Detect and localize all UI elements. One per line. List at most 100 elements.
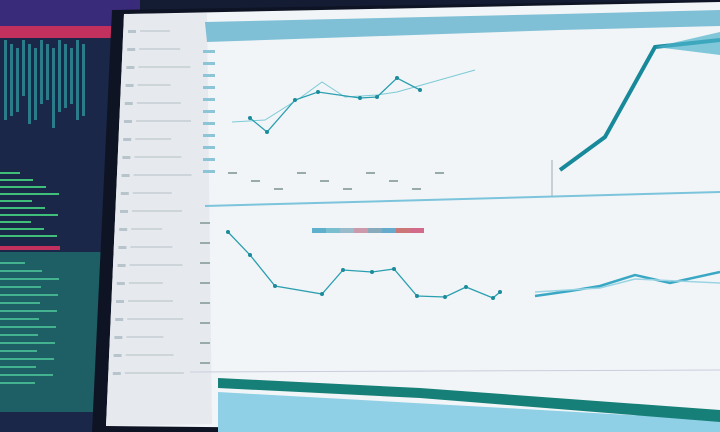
background-bar — [70, 48, 73, 104]
data-point — [395, 76, 399, 80]
sidebar-item-label — [129, 264, 183, 266]
sidebar-item-label — [125, 354, 174, 356]
background-line — [0, 358, 54, 360]
background-bar — [16, 48, 19, 112]
background-bar — [64, 44, 67, 108]
y-axis-tick-label — [203, 50, 215, 53]
sidebar-item-icon — [124, 102, 133, 105]
sidebar — [106, 13, 212, 426]
background-line — [0, 235, 57, 237]
background-line — [0, 262, 25, 264]
sidebar-item-icon — [126, 66, 135, 69]
sidebar-item-label — [136, 120, 191, 122]
sidebar-item-icon — [121, 174, 130, 177]
background-line — [0, 294, 58, 296]
x-axis-tick-label — [435, 172, 444, 174]
axis-labels — [200, 50, 444, 364]
sidebar-item-icon — [113, 354, 122, 357]
chart-divider — [204, 191, 720, 207]
background-line — [0, 382, 35, 384]
y-axis-tick-label — [203, 98, 215, 101]
y-axis-tick-label — [203, 158, 215, 161]
y-axis-tick-label — [203, 110, 215, 113]
data-point — [418, 88, 422, 92]
upper-chart-points — [248, 76, 422, 134]
y-axis-tick-label — [200, 242, 210, 244]
lower-chart-line — [227, 231, 501, 299]
x-axis-tick-label — [297, 172, 306, 174]
header-band — [205, 10, 720, 42]
y-axis-tick-label — [203, 122, 215, 125]
data-point — [248, 116, 252, 120]
data-point — [265, 130, 269, 134]
sidebar-item-icon — [117, 264, 126, 267]
background-line — [0, 278, 59, 280]
data-point — [358, 96, 362, 100]
data-point — [293, 98, 297, 102]
sidebar-item-icon — [112, 372, 121, 375]
sidebar-item-label — [131, 228, 163, 230]
sidebar-item-icon — [115, 318, 124, 321]
legend-swatch — [368, 228, 382, 233]
data-point — [273, 284, 277, 288]
sidebar-item-icon — [128, 30, 136, 33]
x-axis-tick-label — [389, 180, 398, 182]
x-axis-tick-label — [412, 188, 421, 190]
sidebar-item-label — [128, 282, 163, 284]
data-point — [415, 294, 419, 298]
data-point — [248, 253, 252, 257]
background-line — [0, 374, 53, 376]
y-axis-tick-label — [203, 74, 215, 77]
laptop-screen — [106, 2, 720, 432]
data-point — [491, 296, 495, 300]
x-axis-tick-label — [343, 188, 352, 190]
sidebar-item-label — [132, 192, 172, 194]
sidebar-item-icon — [116, 282, 125, 285]
y-axis-tick-label — [200, 362, 210, 364]
x-axis-tick-label — [320, 180, 329, 182]
background-bar — [4, 40, 7, 120]
data-point — [320, 292, 324, 296]
background-text-lines — [0, 172, 59, 237]
y-axis-tick-label — [203, 86, 215, 89]
y-axis-tick-label — [203, 146, 215, 149]
background-bar — [10, 44, 13, 116]
background-line — [0, 318, 39, 320]
legend-swatch — [340, 228, 354, 233]
sidebar-item-icon — [125, 84, 134, 87]
legend-swatches — [312, 228, 424, 233]
sidebar-item-label — [130, 246, 173, 248]
sidebar-item-icon — [118, 246, 127, 249]
background-bar-chart — [4, 40, 85, 128]
lower-chart-points — [226, 230, 502, 300]
background-green-lines — [0, 262, 59, 384]
background-line — [0, 179, 33, 181]
background-bar — [82, 44, 85, 116]
background-line — [0, 326, 56, 328]
background-line — [0, 350, 37, 352]
y-axis-tick-label — [200, 282, 210, 284]
data-point — [341, 268, 345, 272]
sidebar-item-label — [139, 48, 181, 50]
y-axis-tick-label — [203, 62, 215, 65]
background-bar — [76, 40, 79, 120]
data-point — [375, 95, 379, 99]
sidebar-item-icon — [116, 300, 124, 303]
sidebar-item-label — [133, 174, 192, 176]
background-bar — [28, 44, 31, 124]
legend-swatch — [354, 228, 368, 233]
data-point — [226, 230, 230, 234]
bottom-axis — [189, 369, 720, 373]
y-axis-tick-label — [200, 222, 210, 224]
data-point — [443, 295, 447, 299]
x-axis-tick-label — [228, 172, 237, 174]
data-point — [316, 90, 320, 94]
sidebar-item-icon — [123, 138, 132, 141]
sidebar-item-label — [127, 318, 184, 320]
background-line — [0, 193, 59, 195]
background-bar — [34, 48, 37, 120]
background-line — [0, 221, 31, 223]
legend-swatch — [326, 228, 340, 233]
sidebar-item-icon — [120, 192, 129, 195]
